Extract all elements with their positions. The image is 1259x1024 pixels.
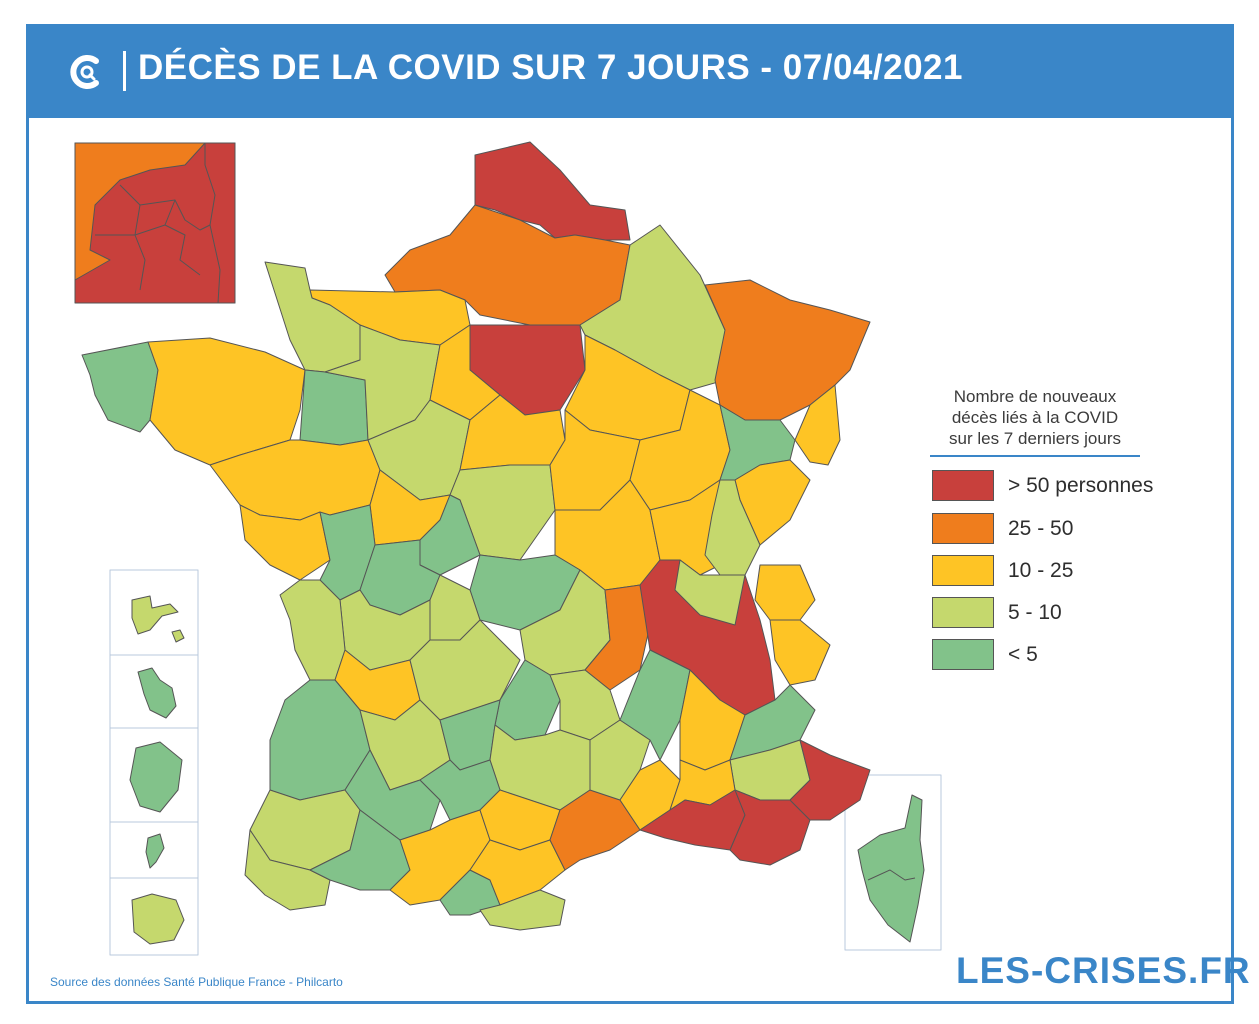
region-pyrenees-atlantiques bbox=[244, 829, 331, 911]
region-alpes-maritimes bbox=[789, 739, 871, 821]
legend-swatch bbox=[932, 597, 994, 628]
inset-region bbox=[204, 142, 236, 304]
region-var bbox=[729, 789, 811, 866]
legend-swatch bbox=[932, 555, 994, 586]
reunion bbox=[131, 893, 185, 945]
region-normandie-west bbox=[264, 261, 361, 373]
legend-label: 25 - 50 bbox=[1008, 517, 1074, 540]
inset-region bbox=[74, 142, 206, 281]
legend-label: < 5 bbox=[1008, 643, 1038, 666]
guadeloupe-island bbox=[171, 629, 185, 643]
inset-borders bbox=[164, 199, 176, 226]
region-charente-maritime bbox=[279, 579, 346, 681]
source-note: Source des données Santé Publique France… bbox=[50, 975, 343, 989]
region-finistere bbox=[81, 341, 159, 433]
martinique bbox=[137, 667, 177, 719]
region-mayenne bbox=[299, 369, 369, 446]
legend: Nombre de nouveaux décès liés à la COVID… bbox=[930, 386, 1153, 670]
inset-borders bbox=[134, 224, 201, 276]
les-crises-logo-icon bbox=[70, 55, 99, 89]
region-pyrenees-orientales bbox=[479, 889, 566, 931]
legend-divider bbox=[930, 455, 1140, 457]
legend-swatch bbox=[932, 639, 994, 670]
header-separator bbox=[123, 51, 126, 91]
corsica-border bbox=[867, 869, 916, 881]
page-title: DÉCÈS DE LA COVID SUR 7 JOURS - 07/04/20… bbox=[138, 48, 963, 87]
legend-label: 5 - 10 bbox=[1008, 601, 1062, 624]
inset-borders bbox=[139, 199, 211, 231]
region-haute-savoie bbox=[754, 564, 816, 621]
legend-swatch bbox=[932, 470, 994, 501]
legend-swatch bbox=[932, 513, 994, 544]
region-savoie bbox=[769, 619, 831, 686]
header-bar: DÉCÈS DE LA COVID SUR 7 JOURS - 07/04/20… bbox=[26, 24, 1234, 118]
region-correze bbox=[409, 619, 521, 721]
region-ain bbox=[674, 559, 746, 626]
mayotte bbox=[145, 833, 165, 869]
legend-title-line: sur les 7 derniers jours bbox=[949, 429, 1121, 448]
corsica bbox=[857, 794, 925, 943]
legend-label: 10 - 25 bbox=[1008, 559, 1074, 582]
legend-title-line: Nombre de nouveaux bbox=[953, 387, 1117, 406]
guadeloupe bbox=[131, 595, 179, 635]
region-lorraine bbox=[704, 279, 871, 421]
legend-title-line: décès liés à la COVID bbox=[951, 408, 1119, 427]
brand-logo: LES-CRISES.FR bbox=[956, 950, 1251, 991]
guyane bbox=[129, 741, 183, 813]
legend-label: > 50 personnes bbox=[1008, 474, 1154, 497]
legend-title: Nombre de nouveaux décès liés à la COVID… bbox=[930, 386, 1140, 449]
